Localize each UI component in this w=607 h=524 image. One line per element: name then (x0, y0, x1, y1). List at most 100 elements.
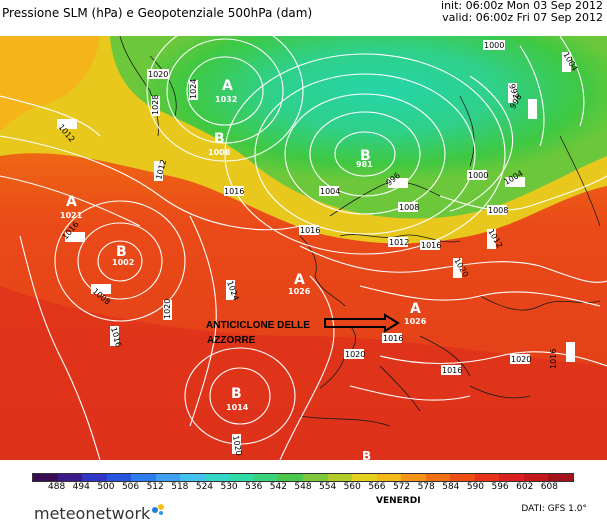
data-source: DATI: GFS 1.0° (521, 504, 587, 514)
colorbar-tick-label: 518 (171, 482, 189, 492)
svg-text:1026: 1026 (288, 287, 311, 296)
isobar-label: 1028 (151, 95, 160, 115)
isobar-label: 1000 (468, 171, 488, 180)
pressure-centre: A 1032 (215, 78, 237, 104)
colorbar-tick-label: 488 (48, 482, 66, 492)
isobar-label: 1012 (389, 238, 409, 247)
isobars (0, 36, 607, 460)
isobar-label: 1000 (484, 41, 504, 50)
svg-text:B: B (360, 148, 371, 164)
isobar-label: 1016 (549, 349, 558, 369)
colorbar-tick-label: 530 (220, 482, 238, 492)
colorbar-swatch (450, 474, 475, 481)
colorbar-tick-label: 590 (466, 482, 485, 492)
colorbar-tick-label: 542 (269, 482, 287, 492)
pressure-centre: B (362, 449, 371, 460)
pressure-centre: B 1008 (208, 131, 231, 157)
isobar-label: 1016 (421, 241, 441, 250)
colorbar-tick-label: 602 (516, 482, 534, 492)
colorbar-swatch (376, 474, 402, 481)
svg-text:1014: 1014 (226, 403, 249, 412)
isobar-label: 1020 (163, 299, 172, 319)
colorbar-swatch (327, 474, 353, 481)
colorbar-tick-label: 494 (72, 482, 90, 492)
svg-text:B: B (231, 386, 242, 402)
svg-text:1032: 1032 (215, 95, 237, 104)
colorbar-swatch (303, 474, 328, 481)
pressure-centre: A 1026 (404, 301, 427, 326)
colorbar-swatch (204, 474, 230, 481)
pressure-centre: A 1026 (288, 272, 311, 296)
brand-name: meteonetwork (34, 504, 151, 523)
chart-title: Pressione SLM (hPa) e Geopotenziale 500h… (2, 6, 313, 20)
svg-text:A: A (222, 78, 233, 94)
colorbar-tick-label: 500 (97, 482, 115, 492)
svg-text:1002: 1002 (112, 258, 134, 267)
colorbar-tick-label: 608 (540, 482, 558, 492)
colorbar-tick-label: 524 (195, 482, 214, 492)
map-canvas: 1024 1020 1028 1012 1012 1016 1016 1008 … (0, 36, 607, 460)
colorbar-swatch (499, 474, 524, 481)
colorbar-tick-label: 572 (392, 482, 411, 492)
colorbar-tick-label: 548 (294, 482, 312, 492)
isobar-label: 1020 (148, 70, 168, 79)
isobar-label: 1008 (488, 206, 508, 215)
colorbar-tick-label: 566 (368, 482, 386, 492)
isobar-label: 1004 (320, 187, 340, 196)
isobar-label: 1020 (231, 435, 243, 457)
colorbar-swatch (253, 474, 279, 481)
svg-text:1008: 1008 (208, 148, 231, 157)
colorbar-swatch (523, 474, 549, 481)
isobar-label: 1020 (511, 355, 531, 364)
svg-text:B: B (214, 131, 225, 147)
isobar-label: 1024 (189, 79, 198, 99)
colorbar (32, 473, 574, 482)
colorbar-swatch (229, 474, 254, 481)
svg-text:A: A (294, 272, 305, 288)
colorbar-swatch (131, 474, 156, 481)
colorbar-tick-label: 596 (491, 482, 509, 492)
colorbar-swatch (180, 474, 205, 481)
isobar-label: 1016 (383, 334, 403, 343)
day-label: VENERDI (376, 496, 421, 506)
isobar-label: 1016 (300, 226, 320, 235)
colorbar-swatch (401, 474, 426, 481)
colorbar-tick-label: 554 (319, 482, 337, 492)
pressure-centres: A 1032 B 1008 B 981 A 1021 B 1002 A 1026… (60, 78, 427, 460)
arrow-icon (324, 313, 400, 333)
svg-text:A: A (410, 301, 421, 317)
colorbar-tick-label: 512 (146, 482, 164, 492)
colorbar-swatch (33, 474, 58, 481)
pressure-centre: B 1002 (112, 244, 134, 267)
colorbar-swatch (425, 474, 451, 481)
weather-map: 1024 1020 1028 1012 1012 1016 1016 1008 … (0, 36, 607, 460)
svg-text:981: 981 (356, 160, 373, 169)
colorbar-swatch (106, 474, 132, 481)
colorbar-swatch (278, 474, 304, 481)
meteonetwork-logo: meteonetwork (34, 504, 166, 523)
svg-text:B: B (116, 244, 127, 260)
azores-high-annotation: ANTICICLONE DELLE AZZORRE (206, 313, 400, 346)
colorbar-swatch (548, 474, 574, 481)
svg-text:1026: 1026 (404, 317, 427, 326)
colorbar-swatch (155, 474, 181, 481)
pressure-centre: B 981 (356, 148, 373, 169)
colorbar-tick-label: 506 (121, 482, 140, 492)
isobar-label: 1020 (345, 350, 365, 359)
isobar-label: 1016 (442, 366, 462, 375)
isobar-label: 1008 (399, 203, 419, 212)
annotation-line-2: AZZORRE (207, 335, 256, 346)
svg-text:A: A (66, 194, 77, 210)
colorbar-swatch (57, 474, 83, 481)
valid-time: valid: 06:00z Fri 07 Sep 2012 (442, 11, 603, 24)
colorbar-ticks: 488 494 500 506 512 518 524 530 536 542 548 554 560 5… (32, 482, 574, 494)
isobar-label: 1016 (224, 187, 244, 196)
colorbar-tick-label: 578 (417, 482, 435, 492)
colorbar-tick-label: 560 (343, 482, 361, 492)
annotation-line-1: ANTICICLONE DELLE (206, 320, 310, 331)
init-time: init: 06:00z Mon 03 Sep 2012 (441, 0, 603, 12)
pressure-centre: A 1021 (60, 194, 83, 220)
colorbar-swatch (82, 474, 107, 481)
colorbar-swatch (474, 474, 500, 481)
svg-text:1021: 1021 (60, 211, 83, 220)
